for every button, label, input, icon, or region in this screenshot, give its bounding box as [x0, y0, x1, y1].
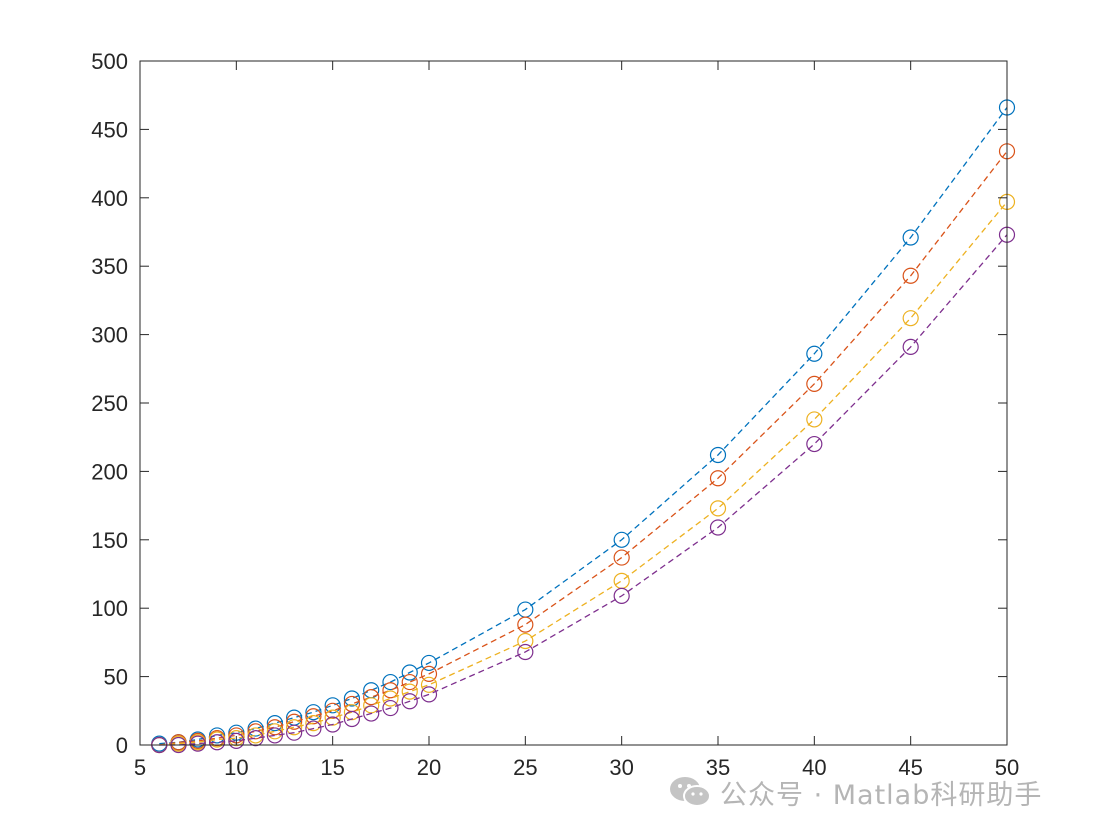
- y-tick-label: 0: [116, 733, 128, 758]
- y-tick-label: 500: [91, 49, 128, 74]
- watermark: 公众号 · Matlab科研助手: [668, 772, 1042, 812]
- series-4-point: [305, 720, 322, 737]
- x-tick-label: 15: [320, 755, 344, 780]
- series-4-point: [613, 587, 630, 604]
- x-tick-label: 40: [802, 755, 826, 780]
- x-tick-label: 5: [134, 755, 146, 780]
- x-tick-label: 35: [706, 755, 730, 780]
- series-4-point: [420, 686, 438, 703]
- series-1-point: [305, 704, 322, 721]
- wechat-icon: [668, 775, 712, 809]
- series-3-point: [382, 690, 399, 707]
- x-tick-label: 20: [417, 755, 441, 780]
- x-tick-label: 45: [898, 755, 922, 780]
- series-4-point: [363, 705, 380, 722]
- series-1-point: [709, 446, 727, 464]
- series-2-point: [401, 673, 418, 691]
- series-3-point: [420, 676, 438, 693]
- y-tick-label: 350: [91, 254, 128, 279]
- series-2-point: [806, 375, 823, 392]
- series-2-point: [709, 470, 727, 487]
- series-3-point: [517, 632, 534, 650]
- series-3-point: [401, 683, 418, 700]
- plot-area: [140, 61, 1007, 745]
- y-tick-label: 300: [91, 323, 128, 348]
- x-tick-label: 50: [995, 755, 1019, 780]
- y-tick-label: 100: [91, 596, 128, 621]
- series-4-point: [189, 735, 206, 752]
- series-4-point: [208, 734, 226, 751]
- series-1-point: [324, 697, 341, 714]
- series-3-point: [709, 500, 727, 517]
- series-3-point: [363, 697, 380, 714]
- y-tick-label: 150: [91, 528, 128, 553]
- series-3-point: [806, 411, 823, 428]
- series-4-point: [324, 716, 341, 733]
- series-3-point: [305, 715, 322, 732]
- series-2-point: [382, 682, 399, 699]
- x-tick-label: 10: [224, 755, 248, 780]
- x-tick-label: 30: [609, 755, 633, 780]
- series-4-point: [247, 730, 264, 747]
- series-4-point: [266, 727, 283, 744]
- x-tick-label: 25: [513, 755, 537, 780]
- y-tick-label: 450: [91, 117, 128, 142]
- series-3-point: [902, 310, 919, 327]
- series-2-point: [420, 665, 438, 682]
- y-tick-label: 200: [91, 459, 128, 484]
- series-4-point: [517, 643, 534, 661]
- series-4-point: [343, 710, 361, 728]
- series-3-point: [286, 719, 303, 736]
- series-2-point: [266, 719, 283, 736]
- series-4-point: [902, 338, 919, 356]
- series-3-point: [266, 723, 283, 740]
- series-2-point: [363, 689, 380, 706]
- series-1-point: [343, 690, 361, 707]
- series-4-point: [228, 732, 245, 750]
- series-layer: [151, 99, 1016, 754]
- series-1-point: [902, 229, 919, 246]
- series-1-point: [806, 345, 823, 362]
- series-2-point: [286, 713, 303, 730]
- series-1-point: [401, 664, 418, 681]
- series-2-point: [902, 267, 919, 284]
- series-2-line: [159, 150, 1008, 746]
- watermark-text: 公众号 · Matlab科研助手: [720, 779, 1043, 811]
- series-4-point: [709, 519, 727, 536]
- series-4-point: [401, 693, 418, 710]
- series-4-point: [382, 699, 399, 717]
- y-tick-label: 50: [104, 665, 128, 690]
- series-2-point: [613, 549, 630, 566]
- series-2-point: [517, 616, 534, 633]
- series-1-point: [420, 654, 438, 672]
- series-2-point: [247, 723, 264, 740]
- y-tick-label: 250: [91, 391, 128, 416]
- y-tick-label: 400: [91, 186, 128, 211]
- tick-layer: 5 10 15 20 25 30 35 40 45 50050100150200250300350…: [91, 49, 1019, 780]
- series-1-point: [266, 715, 283, 732]
- series-4-line: [159, 234, 1008, 746]
- series-1-point: [613, 531, 630, 548]
- series-4-point: [806, 435, 823, 453]
- series-4-point: [286, 724, 303, 741]
- series-1-point: [382, 673, 399, 691]
